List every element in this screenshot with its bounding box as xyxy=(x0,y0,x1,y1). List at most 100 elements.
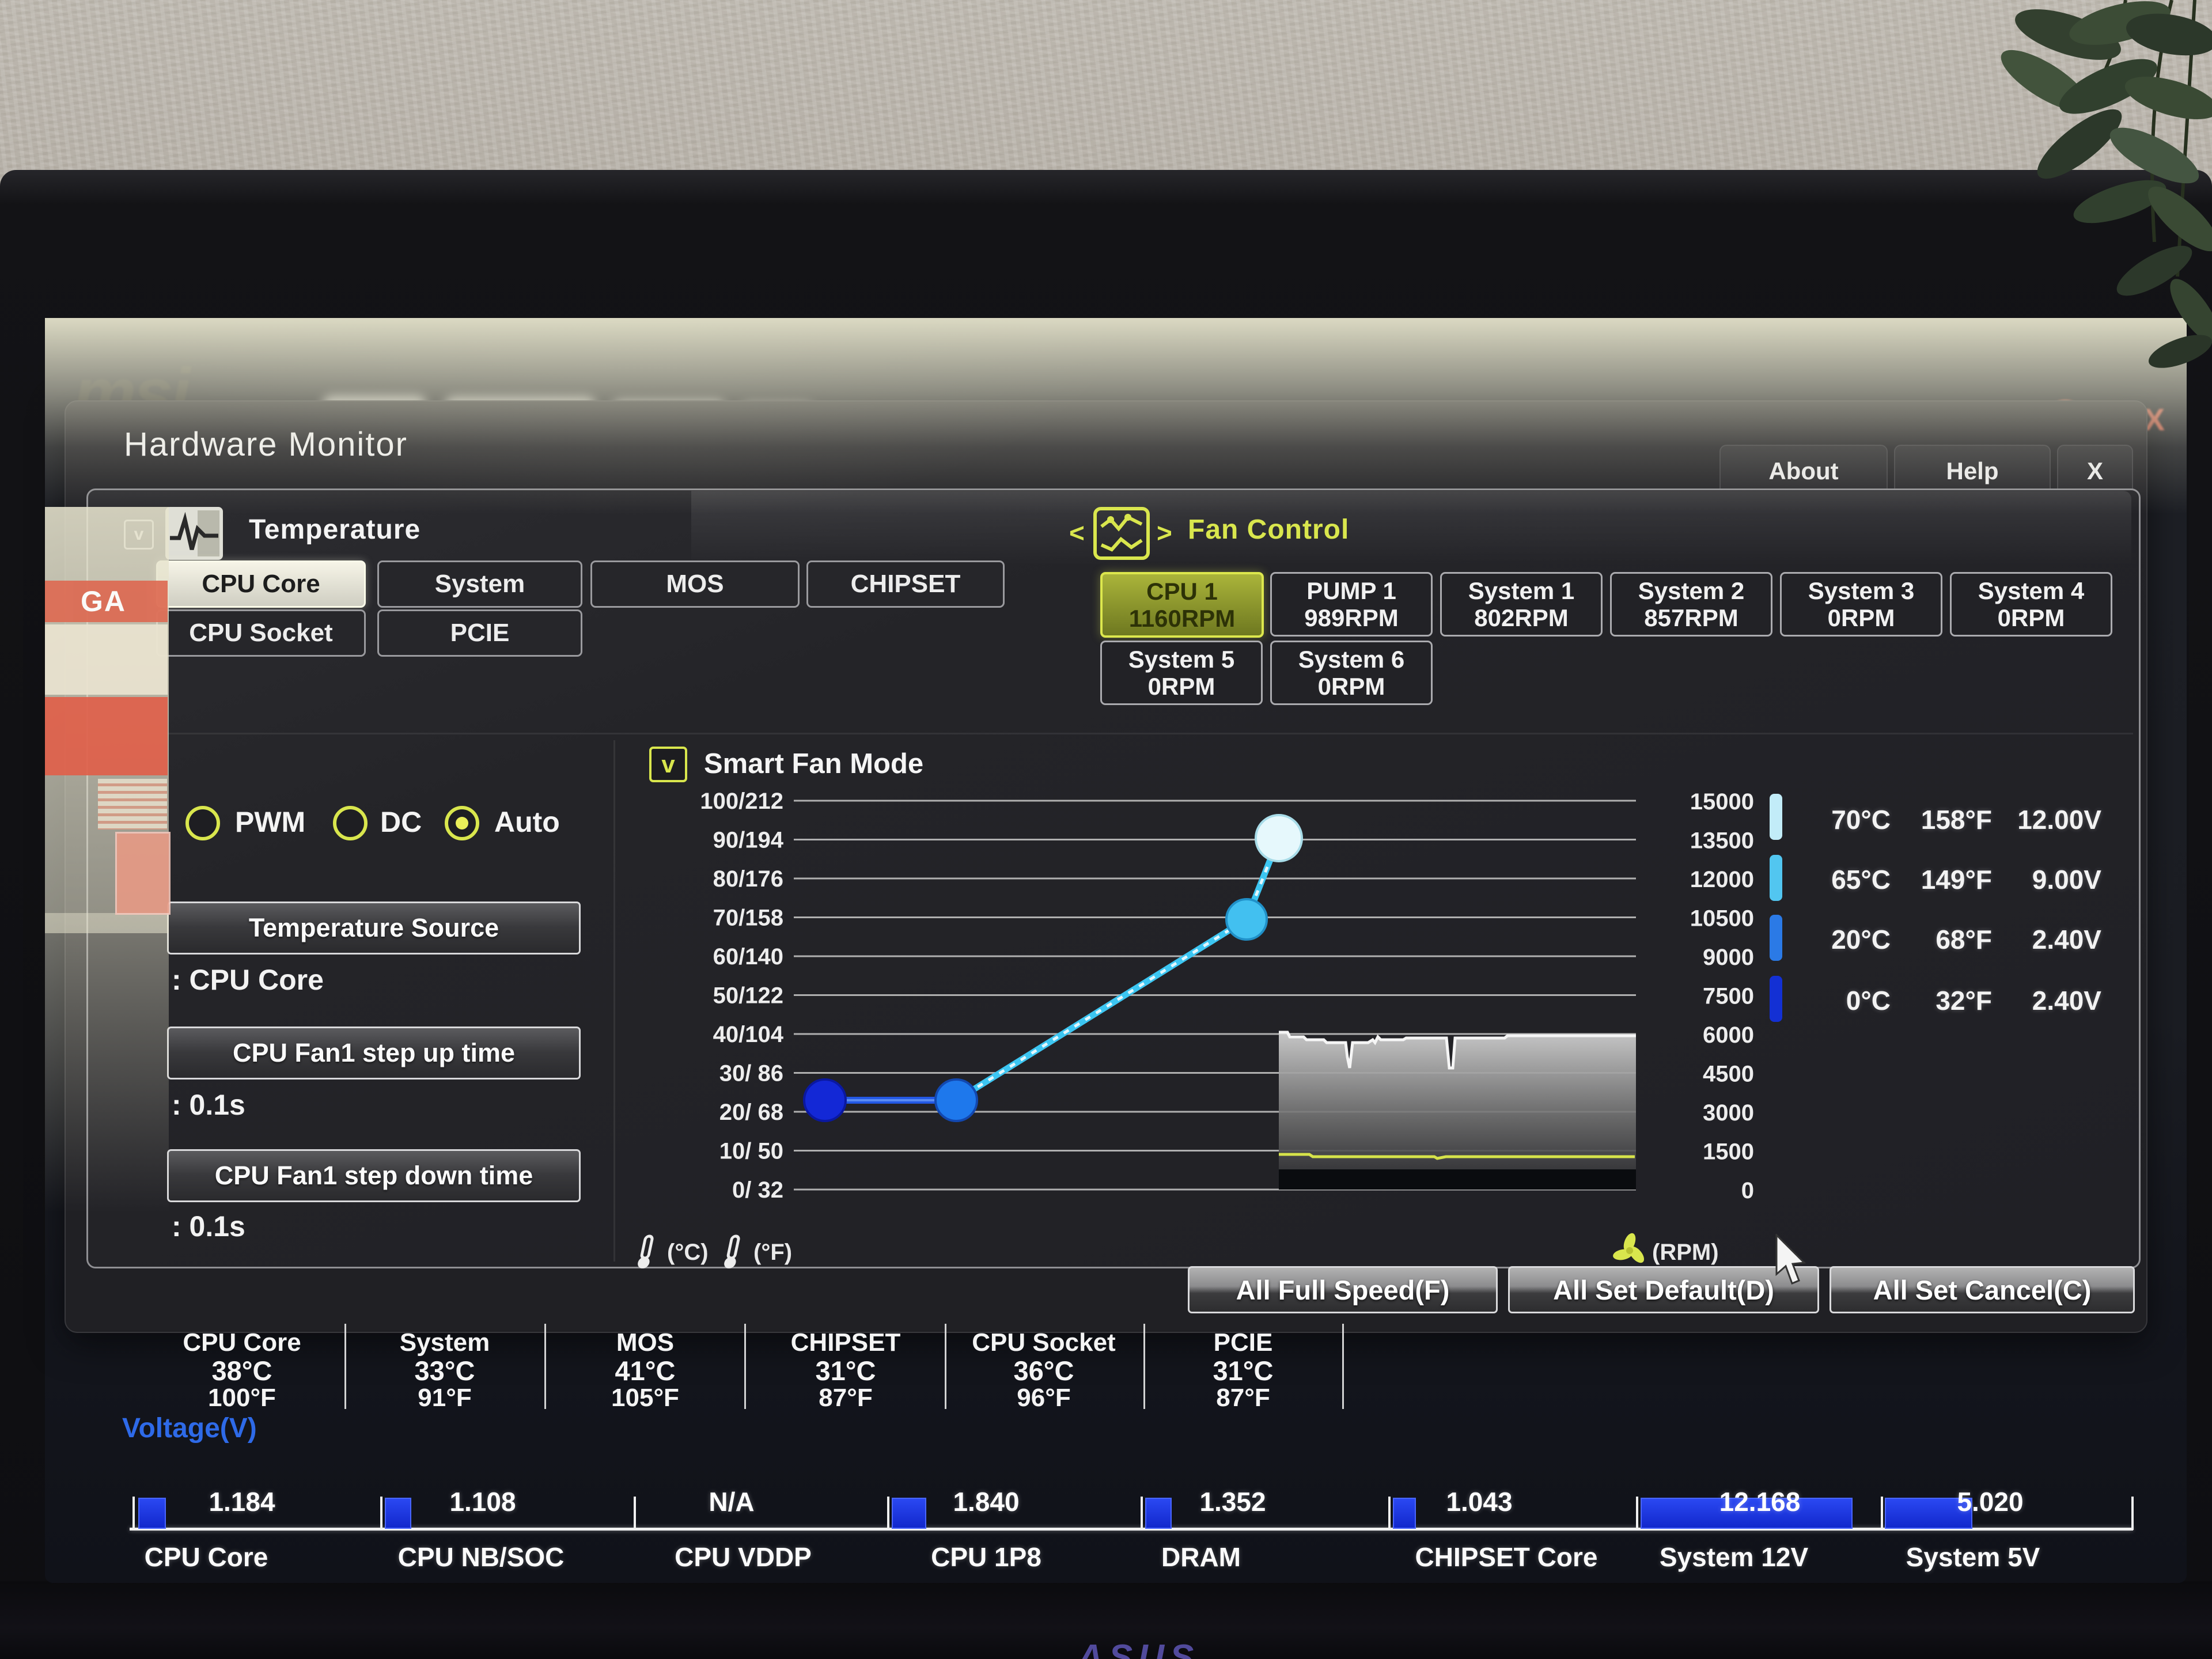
svg-text:50/122: 50/122 xyxy=(713,983,783,1009)
curve-row3-voltage: 2.40V xyxy=(2032,925,2101,955)
fan-rpm: 0RPM xyxy=(1317,673,1385,700)
tick xyxy=(1636,1497,1638,1530)
fan-system6[interactable]: System 6 0RPM xyxy=(1270,641,1433,705)
fan-next-arrow[interactable]: > xyxy=(1157,518,1172,548)
curve-row2-celsius: 65°C xyxy=(1831,865,1891,895)
voltage-label: DRAM xyxy=(1161,1542,1241,1572)
radio-auto[interactable] xyxy=(445,806,479,840)
voltage-value: 1.184 xyxy=(209,1487,275,1517)
curve-point-swatch-2 xyxy=(1770,855,1782,901)
svg-text:0/ 32: 0/ 32 xyxy=(732,1177,783,1203)
divider xyxy=(945,1324,946,1409)
tick xyxy=(380,1497,382,1530)
fan-name: System 6 xyxy=(1298,645,1405,673)
radio-dc[interactable] xyxy=(333,806,368,840)
voltage-value: 5.020 xyxy=(1957,1487,2024,1517)
mouse-cursor xyxy=(1774,1233,1811,1290)
fan-cpu1[interactable]: CPU 1 1160RPM xyxy=(1100,572,1264,638)
curve-row4-voltage: 2.40V xyxy=(2032,986,2101,1016)
tab-cpu-core[interactable]: CPU Core xyxy=(156,560,366,608)
tab-chipset[interactable]: CHIPSET xyxy=(806,560,1005,608)
readout-cpu-core: CPU Core 38°C 100°F xyxy=(183,1328,301,1412)
svg-text:10500: 10500 xyxy=(1690,906,1754,931)
radio-pwm[interactable] xyxy=(185,806,220,840)
fan-rpm: 0RPM xyxy=(1997,604,2065,631)
divider xyxy=(544,1324,546,1409)
curve-row3-fahrenheit: 68°F xyxy=(1936,925,1992,955)
all-set-cancel-button[interactable]: All Set Cancel(C) xyxy=(1830,1266,2135,1313)
svg-text:20/ 68: 20/ 68 xyxy=(719,1100,783,1125)
reflection-block xyxy=(45,624,168,695)
voltage-bar-chipset-core xyxy=(1393,1498,1416,1529)
tab-pcie[interactable]: PCIE xyxy=(377,609,582,657)
tick xyxy=(634,1497,636,1530)
fan-name: CPU 1 xyxy=(1146,577,1218,605)
radio-dc-label: DC xyxy=(380,806,422,838)
tab-system[interactable]: System xyxy=(377,560,582,608)
curve-row1-fahrenheit: 158°F xyxy=(1921,805,1992,835)
fan-rpm: 0RPM xyxy=(1827,604,1895,631)
readout-cpu-socket: CPU Socket 36°C 96°F xyxy=(972,1328,1116,1412)
voltage-value: 12.168 xyxy=(1719,1487,1801,1517)
readout-pcie: PCIE 31°C 87°F xyxy=(1213,1328,1274,1412)
svg-text:100/212: 100/212 xyxy=(700,789,783,814)
reflection-block xyxy=(98,779,167,830)
step-up-time-button[interactable]: CPU Fan1 step up time xyxy=(167,1027,581,1080)
monitor-chin xyxy=(0,1581,2212,1659)
fan-rpm: 1160RPM xyxy=(1128,605,1236,632)
svg-text:4500: 4500 xyxy=(1703,1062,1754,1087)
fan-system2[interactable]: System 2 857RPM xyxy=(1610,572,1772,637)
smart-fan-label: Smart Fan Mode xyxy=(704,748,924,779)
tab-cpu-socket[interactable]: CPU Socket xyxy=(156,609,366,657)
fan-name: System 4 xyxy=(1978,577,2085,604)
reflection-block xyxy=(115,832,171,915)
curve-row3-celsius: 20°C xyxy=(1831,925,1891,955)
panel-divider-vertical xyxy=(613,740,615,1262)
fan-rpm-icon xyxy=(1612,1233,1647,1271)
svg-text:40/104: 40/104 xyxy=(713,1022,784,1047)
radio-pwm-label: PWM xyxy=(235,806,306,838)
voltage-bar-dram xyxy=(1145,1498,1172,1529)
tab-mos[interactable]: MOS xyxy=(590,560,800,608)
voltage-value: 1.043 xyxy=(1446,1487,1513,1517)
curve-point-swatch-1 xyxy=(1770,794,1782,840)
fan-system3[interactable]: System 3 0RPM xyxy=(1780,572,1942,637)
smart-fan-checkbox[interactable]: v xyxy=(649,747,687,782)
voltage-label: CPU VDDP xyxy=(675,1542,812,1572)
all-full-speed-button[interactable]: All Full Speed(F) xyxy=(1188,1266,1498,1313)
voltage-label: CPU Core xyxy=(144,1542,268,1572)
fan-pump1[interactable]: PUMP 1 989RPM xyxy=(1270,572,1433,637)
collapse-toggle[interactable]: v xyxy=(124,520,154,550)
svg-text:15000: 15000 xyxy=(1690,789,1754,815)
reflection-block xyxy=(45,697,168,775)
voltage-value: 1.840 xyxy=(953,1487,1020,1517)
svg-text:6000: 6000 xyxy=(1703,1022,1754,1048)
tick xyxy=(1881,1497,1883,1530)
readout-chipset: CHIPSET 31°C 87°F xyxy=(790,1328,901,1412)
step-down-time-button[interactable]: CPU Fan1 step down time xyxy=(167,1149,581,1202)
voltage-bar-system-5v xyxy=(1885,1498,1972,1529)
fan-control-section-title: Fan Control xyxy=(1188,514,1350,545)
monitor-brand-logo: ASUS xyxy=(1077,1638,1200,1659)
all-set-default-button[interactable]: All Set Default(D) xyxy=(1508,1266,1819,1313)
plant xyxy=(1982,0,2212,406)
step-up-time-value: : 0.1s xyxy=(172,1089,245,1121)
fan-system5[interactable]: System 5 0RPM xyxy=(1100,641,1263,705)
radio-auto-label: Auto xyxy=(494,806,560,838)
fan-name: System 3 xyxy=(1808,577,1915,604)
svg-text:0: 0 xyxy=(1741,1178,1754,1203)
thermometer-fahrenheit-icon xyxy=(721,1234,747,1272)
fan-name: System 5 xyxy=(1128,645,1235,673)
readout-system: System 33°C 91°F xyxy=(399,1328,490,1412)
fan-system4[interactable]: System 4 0RPM xyxy=(1950,572,2112,637)
curve-point-swatch-4 xyxy=(1770,976,1782,1022)
fan-system1[interactable]: System 1 802RPM xyxy=(1440,572,1603,637)
fahrenheit-unit-label: (°F) xyxy=(753,1240,793,1265)
fan-rpm: 0RPM xyxy=(1147,673,1215,700)
curve-row1-voltage: 12.00V xyxy=(2017,805,2101,835)
fan-prev-arrow[interactable]: < xyxy=(1069,518,1085,548)
fan-name: PUMP 1 xyxy=(1306,577,1396,604)
temperature-source-button[interactable]: Temperature Source xyxy=(167,902,581,955)
